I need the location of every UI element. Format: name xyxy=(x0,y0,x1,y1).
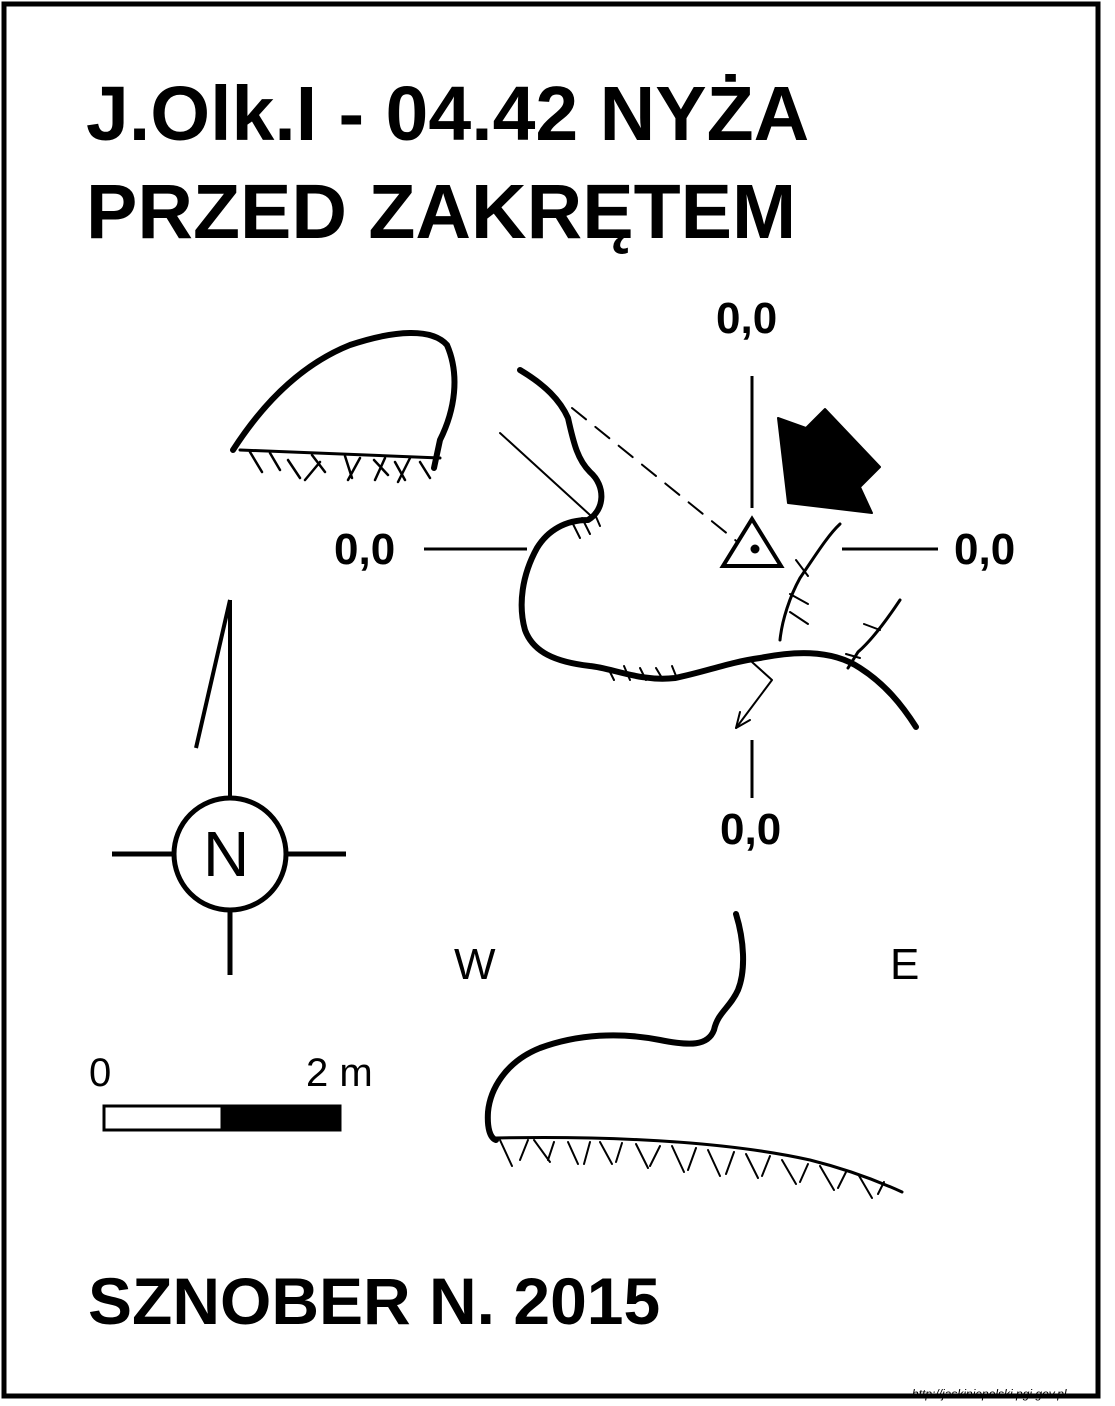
scale-bar-black xyxy=(220,1104,342,1132)
cross-section-floor xyxy=(238,448,442,460)
slope-arrow-icon xyxy=(735,711,751,729)
survey-line-dashed xyxy=(571,407,746,549)
scale-bar-white xyxy=(102,1104,224,1132)
title-line-1: J.Olk.I - 04.42 NYŻA xyxy=(86,71,810,157)
author-line: SZNOBER N. 2015 xyxy=(88,1264,661,1338)
plan-view xyxy=(499,367,919,730)
survey-point-icon xyxy=(719,515,785,568)
plan-hatching xyxy=(571,511,677,681)
cave-wall-outline xyxy=(517,367,919,730)
outer-edge-2 xyxy=(846,598,902,670)
profile-east-label: E xyxy=(890,940,920,989)
cross-section-hatching xyxy=(248,450,432,484)
profile-west-label: W xyxy=(454,940,496,989)
longitudinal-profile xyxy=(484,911,904,1199)
edge-ticks xyxy=(789,559,881,659)
drip-line xyxy=(499,432,591,516)
level-marker-lines xyxy=(424,376,938,798)
slope-line xyxy=(735,661,773,729)
profile-hatching xyxy=(499,1139,885,1199)
level-label-left: 0,0 xyxy=(334,525,396,574)
scale-end-label: 2 m xyxy=(306,1051,373,1095)
profile-floor xyxy=(494,1136,904,1194)
north-arrow-icon xyxy=(112,599,346,975)
cross-section-outline xyxy=(230,330,458,471)
source-url: http://jaskiniepolski.pgi.gov.pl xyxy=(912,1387,1067,1401)
level-label-top: 0,0 xyxy=(716,294,778,343)
entrance-arrow-icon xyxy=(777,408,881,514)
cross-section xyxy=(230,330,458,484)
north-letter: N xyxy=(203,818,250,890)
scale-bar xyxy=(102,1104,342,1132)
outer-edge-1 xyxy=(778,522,842,642)
level-label-bottom: 0,0 xyxy=(720,805,782,854)
profile-outline xyxy=(484,911,747,1143)
title-line-2: PRZED ZAKRĘTEM xyxy=(86,169,797,255)
scale-start-label: 0 xyxy=(89,1051,112,1095)
level-label-right: 0,0 xyxy=(954,525,1016,574)
